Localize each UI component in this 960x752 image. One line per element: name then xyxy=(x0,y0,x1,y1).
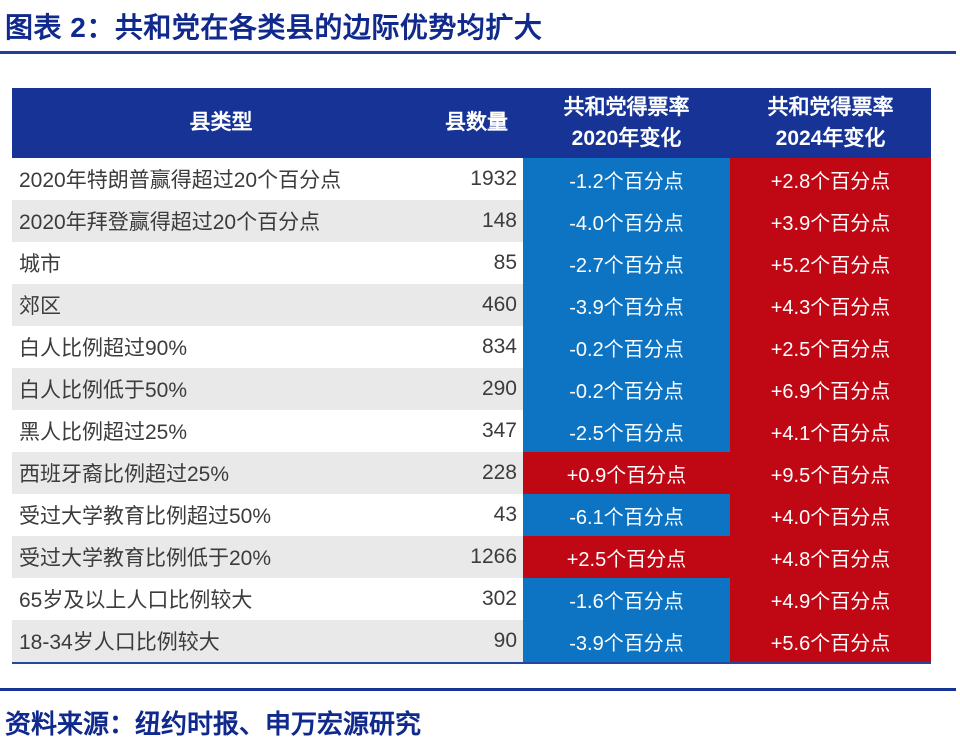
county-type-cell: 18-34岁人口比例较大 xyxy=(12,620,430,662)
change-2020-cell: -2.7个百分点 xyxy=(523,242,730,284)
col-header-2020-change: 共和党得票率 2020年变化 xyxy=(563,95,690,151)
change-2020-cell: -0.2个百分点 xyxy=(523,368,730,410)
table-row: 西班牙裔比例超过25% 228 +0.9个百分点 +9.5个百分点 xyxy=(12,452,931,494)
change-2024-cell: +3.9个百分点 xyxy=(730,200,931,242)
county-type-cell: 白人比例低于50% xyxy=(12,368,430,410)
county-type-cell: 黑人比例超过25% xyxy=(12,410,430,452)
change-2020-cell: +0.9个百分点 xyxy=(523,452,730,494)
county-margin-table: 县类型 县数量 共和党得票率 2020年变化 共和党得票率 2024年变化 20… xyxy=(12,88,931,662)
change-2024-cell: +2.8个百分点 xyxy=(730,158,931,200)
county-count-cell: 460 xyxy=(430,284,523,326)
table-row: 黑人比例超过25% 347 -2.5个百分点 +4.1个百分点 xyxy=(12,410,931,452)
county-count-cell: 302 xyxy=(430,578,523,620)
change-2024-cell: +6.9个百分点 xyxy=(730,368,931,410)
table-row: 2020年特朗普赢得超过20个百分点 1932 -1.2个百分点 +2.8个百分… xyxy=(12,158,931,200)
title-underline xyxy=(0,51,956,54)
col-header-2024-change: 共和党得票率 2024年变化 xyxy=(767,95,894,151)
county-type-cell: 2020年拜登赢得超过20个百分点 xyxy=(12,200,430,242)
table-row: 受过大学教育比例低于20% 1266 +2.5个百分点 +4.8个百分点 xyxy=(12,536,931,578)
county-count-cell: 43 xyxy=(430,494,523,536)
table-bottom-rule xyxy=(12,662,931,664)
county-count-cell: 85 xyxy=(430,242,523,284)
change-2020-cell: -4.0个百分点 xyxy=(523,200,730,242)
county-count-cell: 290 xyxy=(430,368,523,410)
county-type-cell: 受过大学教育比例超过50% xyxy=(12,494,430,536)
county-count-cell: 90 xyxy=(430,620,523,662)
table-row: 郊区 460 -3.9个百分点 +4.3个百分点 xyxy=(12,284,931,326)
change-2024-cell: +4.0个百分点 xyxy=(730,494,931,536)
county-count-cell: 834 xyxy=(430,326,523,368)
change-2020-cell: -1.2个百分点 xyxy=(523,158,730,200)
table-row: 65岁及以上人口比例较大 302 -1.6个百分点 +4.9个百分点 xyxy=(12,578,931,620)
change-2020-cell: -0.2个百分点 xyxy=(523,326,730,368)
figure-title: 图表 2：共和党在各类县的边际优势均扩大 xyxy=(5,12,543,43)
table-row: 城市 85 -2.7个百分点 +5.2个百分点 xyxy=(12,242,931,284)
change-2024-cell: +4.3个百分点 xyxy=(730,284,931,326)
source-note: 资料来源：纽约时报、申万宏源研究 xyxy=(5,709,422,739)
county-count-cell: 1932 xyxy=(430,158,523,200)
change-2024-cell: +9.5个百分点 xyxy=(730,452,931,494)
change-2020-cell: -2.5个百分点 xyxy=(523,410,730,452)
table-row: 白人比例低于50% 290 -0.2个百分点 +6.9个百分点 xyxy=(12,368,931,410)
change-2024-cell: +4.1个百分点 xyxy=(730,410,931,452)
table-row: 18-34岁人口比例较大 90 -3.9个百分点 +5.6个百分点 xyxy=(12,620,931,662)
county-type-cell: 西班牙裔比例超过25% xyxy=(12,452,430,494)
county-count-cell: 228 xyxy=(430,452,523,494)
footer-rule xyxy=(0,688,956,691)
col-header-county-type: 县类型 xyxy=(189,111,253,135)
change-2020-cell: -1.6个百分点 xyxy=(523,578,730,620)
county-type-cell: 2020年特朗普赢得超过20个百分点 xyxy=(12,158,430,200)
county-type-cell: 65岁及以上人口比例较大 xyxy=(12,578,430,620)
change-2020-cell: -3.9个百分点 xyxy=(523,620,730,662)
county-type-cell: 郊区 xyxy=(12,284,430,326)
change-2020-cell: -6.1个百分点 xyxy=(523,494,730,536)
change-2024-cell: +2.5个百分点 xyxy=(730,326,931,368)
col-header-county-count: 县数量 xyxy=(445,111,508,135)
change-2024-cell: +4.9个百分点 xyxy=(730,578,931,620)
county-count-cell: 148 xyxy=(430,200,523,242)
change-2020-cell: +2.5个百分点 xyxy=(523,536,730,578)
table-row: 2020年拜登赢得超过20个百分点 148 -4.0个百分点 +3.9个百分点 xyxy=(12,200,931,242)
county-type-cell: 受过大学教育比例低于20% xyxy=(12,536,430,578)
county-type-cell: 白人比例超过90% xyxy=(12,326,430,368)
change-2024-cell: +5.6个百分点 xyxy=(730,620,931,662)
table-row: 受过大学教育比例超过50% 43 -6.1个百分点 +4.0个百分点 xyxy=(12,494,931,536)
county-count-cell: 347 xyxy=(430,410,523,452)
county-count-cell: 1266 xyxy=(430,536,523,578)
county-type-cell: 城市 xyxy=(12,242,430,284)
table-header-row: 县类型 县数量 共和党得票率 2020年变化 共和党得票率 2024年变化 xyxy=(12,88,931,158)
change-2024-cell: +4.8个百分点 xyxy=(730,536,931,578)
change-2024-cell: +5.2个百分点 xyxy=(730,242,931,284)
table-row: 白人比例超过90% 834 -0.2个百分点 +2.5个百分点 xyxy=(12,326,931,368)
change-2020-cell: -3.9个百分点 xyxy=(523,284,730,326)
